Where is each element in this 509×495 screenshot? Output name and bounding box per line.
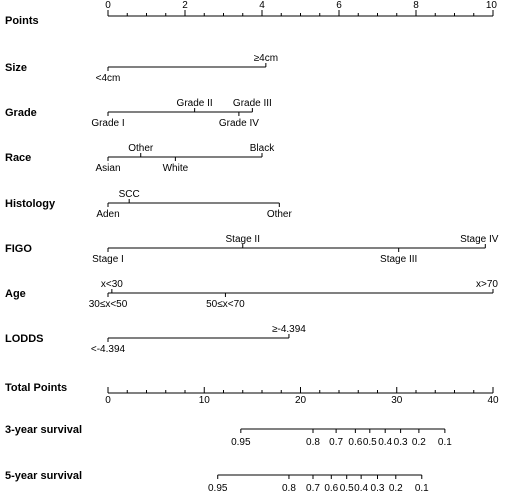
total-points-tick-label: 30 — [391, 395, 403, 406]
lodds-level-4-394: <-4.394 — [91, 344, 126, 355]
total-points-tick-label: 0 — [105, 395, 111, 406]
5-year-survival-tick-label: 0.1 — [415, 483, 429, 494]
grade-level-grade-i: Grade I — [91, 118, 124, 129]
points-tick-label: 10 — [486, 0, 498, 11]
total-points-tick-label: 10 — [199, 395, 211, 406]
points-tick-label: 6 — [336, 0, 342, 11]
5-year-survival-tick-label: 0.4 — [354, 483, 368, 494]
3-year-survival-tick-label: 0.3 — [394, 437, 408, 448]
5-year-survival-tick-label: 0.8 — [282, 483, 296, 494]
3-year-survival-tick-label: 0.4 — [378, 437, 392, 448]
grade-level-grade-ii: Grade II — [177, 98, 213, 109]
figo-level-stage-i: Stage I — [92, 254, 124, 265]
points-axis-label: Points — [5, 15, 39, 27]
3-year-survival-tick-label: 0.95 — [231, 437, 251, 448]
race-level-asian: Asian — [95, 163, 120, 174]
3-year-survival-label: 3-year survival — [5, 424, 82, 436]
total-points-tick-label: 40 — [487, 395, 499, 406]
points-tick-label: 2 — [182, 0, 188, 11]
total-points-label: Total Points — [5, 382, 67, 394]
race-label: Race — [5, 152, 31, 164]
histology-level-scc: SCC — [119, 189, 140, 200]
age-level-50-x-70: 50≤x<70 — [206, 299, 245, 310]
age-level-x-70: x>70 — [476, 279, 498, 290]
5-year-survival-tick-label: 0.3 — [371, 483, 385, 494]
3-year-survival-tick-label: 0.5 — [363, 437, 377, 448]
size-label: Size — [5, 62, 27, 74]
grade-level-grade-iv: Grade IV — [219, 118, 259, 129]
3-year-survival-tick-label: 0.2 — [412, 437, 426, 448]
age-label: Age — [5, 288, 26, 300]
3-year-survival-tick-label: 0.7 — [329, 437, 343, 448]
histology-level-other: Other — [267, 209, 293, 220]
figo-level-stage-iv: Stage IV — [460, 234, 499, 245]
total-points-tick-label: 20 — [295, 395, 307, 406]
lodds-level-4-394: ≥-4.394 — [272, 324, 306, 335]
points-tick-label: 0 — [105, 0, 111, 11]
3-year-survival-tick-label: 0.6 — [348, 437, 362, 448]
points-tick-label: 8 — [413, 0, 419, 11]
figo-level-stage-iii: Stage III — [380, 254, 417, 265]
grade-level-grade-iii: Grade III — [233, 98, 272, 109]
figo-level-stage-ii: Stage II — [226, 234, 260, 245]
5-year-survival-tick-label: 0.5 — [340, 483, 354, 494]
age-level-30-x-50: 30≤x<50 — [89, 299, 128, 310]
5-year-survival-tick-label: 0.7 — [306, 483, 320, 494]
5-year-survival-tick-label: 0.2 — [389, 483, 403, 494]
histology-label: Histology — [5, 198, 56, 210]
5-year-survival-label: 5-year survival — [5, 470, 82, 482]
race-level-other: Other — [128, 143, 154, 154]
5-year-survival-tick-label: 0.6 — [324, 483, 338, 494]
race-level-white: White — [163, 163, 189, 174]
3-year-survival-tick-label: 0.8 — [306, 437, 320, 448]
lodds-label: LODDS — [5, 333, 44, 345]
size-level-4cm: ≥4cm — [254, 53, 278, 64]
age-level-x-30: x<30 — [101, 279, 123, 290]
histology-level-aden: Aden — [96, 209, 119, 220]
grade-label: Grade — [5, 107, 37, 119]
points-tick-label: 4 — [259, 0, 265, 11]
3-year-survival-tick-label: 0.1 — [438, 437, 452, 448]
size-level-4cm: <4cm — [96, 73, 121, 84]
5-year-survival-tick-label: 0.95 — [208, 483, 228, 494]
figo-label: FIGO — [5, 243, 32, 255]
race-level-black: Black — [250, 143, 275, 154]
